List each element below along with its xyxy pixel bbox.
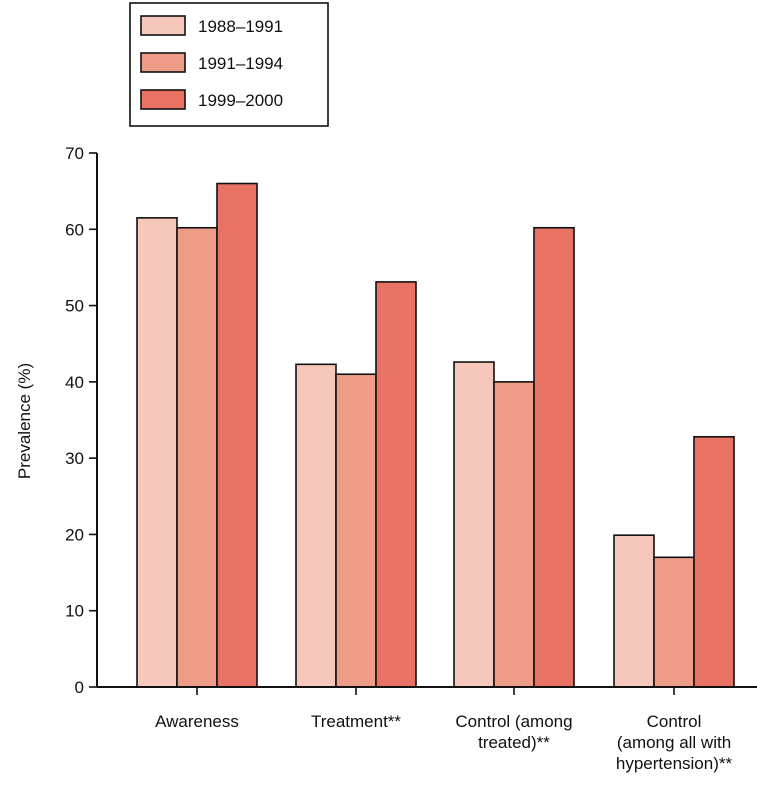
y-tick-label: 50 bbox=[65, 297, 84, 316]
bar-series-3-category-2 bbox=[375, 281, 417, 688]
bar-series-3-category-3 bbox=[533, 226, 575, 688]
bar-series-2-category-2 bbox=[335, 373, 377, 688]
bar-series-3-category-4 bbox=[693, 435, 735, 688]
bar-series-2-category-3 bbox=[493, 381, 535, 688]
x-tick-label-3: Control (among treated)** bbox=[455, 712, 572, 752]
legend-label-2: 1991–1994 bbox=[198, 54, 283, 73]
y-tick-label: 10 bbox=[65, 602, 84, 621]
y-tick-label: 40 bbox=[65, 373, 84, 392]
y-axis-label: Prevalence (%) bbox=[15, 363, 34, 479]
bar-series-1-category-3 bbox=[453, 361, 495, 688]
bar-series-2-category-1 bbox=[176, 226, 218, 688]
y-tick-label: 60 bbox=[65, 220, 84, 239]
x-tick-label-1: Awareness bbox=[155, 712, 239, 731]
legend-label-1: 1988–1991 bbox=[198, 17, 283, 36]
y-tick-label: 70 bbox=[65, 144, 84, 163]
legend-swatch-1 bbox=[140, 15, 186, 36]
plot-area: 0 10 20 30 40 50 60 70 Awareness Treatment** Contr… bbox=[65, 144, 757, 773]
bar-series-2-category-4 bbox=[653, 556, 695, 688]
legend-label-3: 1999–2000 bbox=[198, 91, 283, 110]
x-tick-label-4: Control (among all with hypertension)** bbox=[616, 712, 733, 773]
legend-swatch-3 bbox=[140, 89, 186, 110]
bar-series-1-category-4 bbox=[613, 534, 655, 688]
bar-series-3-category-1 bbox=[216, 182, 258, 688]
x-tick-label-2: Treatment** bbox=[311, 712, 401, 731]
bar-series-1-category-2 bbox=[295, 363, 337, 688]
legend: 1988–1991 1991–1994 1999–2000 bbox=[129, 2, 329, 127]
y-tick-label: 30 bbox=[65, 449, 84, 468]
bar-series-1-category-1 bbox=[136, 217, 178, 688]
legend-swatch-2 bbox=[140, 52, 186, 73]
y-tick-label: 0 bbox=[75, 678, 84, 697]
y-tick-label: 20 bbox=[65, 525, 84, 544]
